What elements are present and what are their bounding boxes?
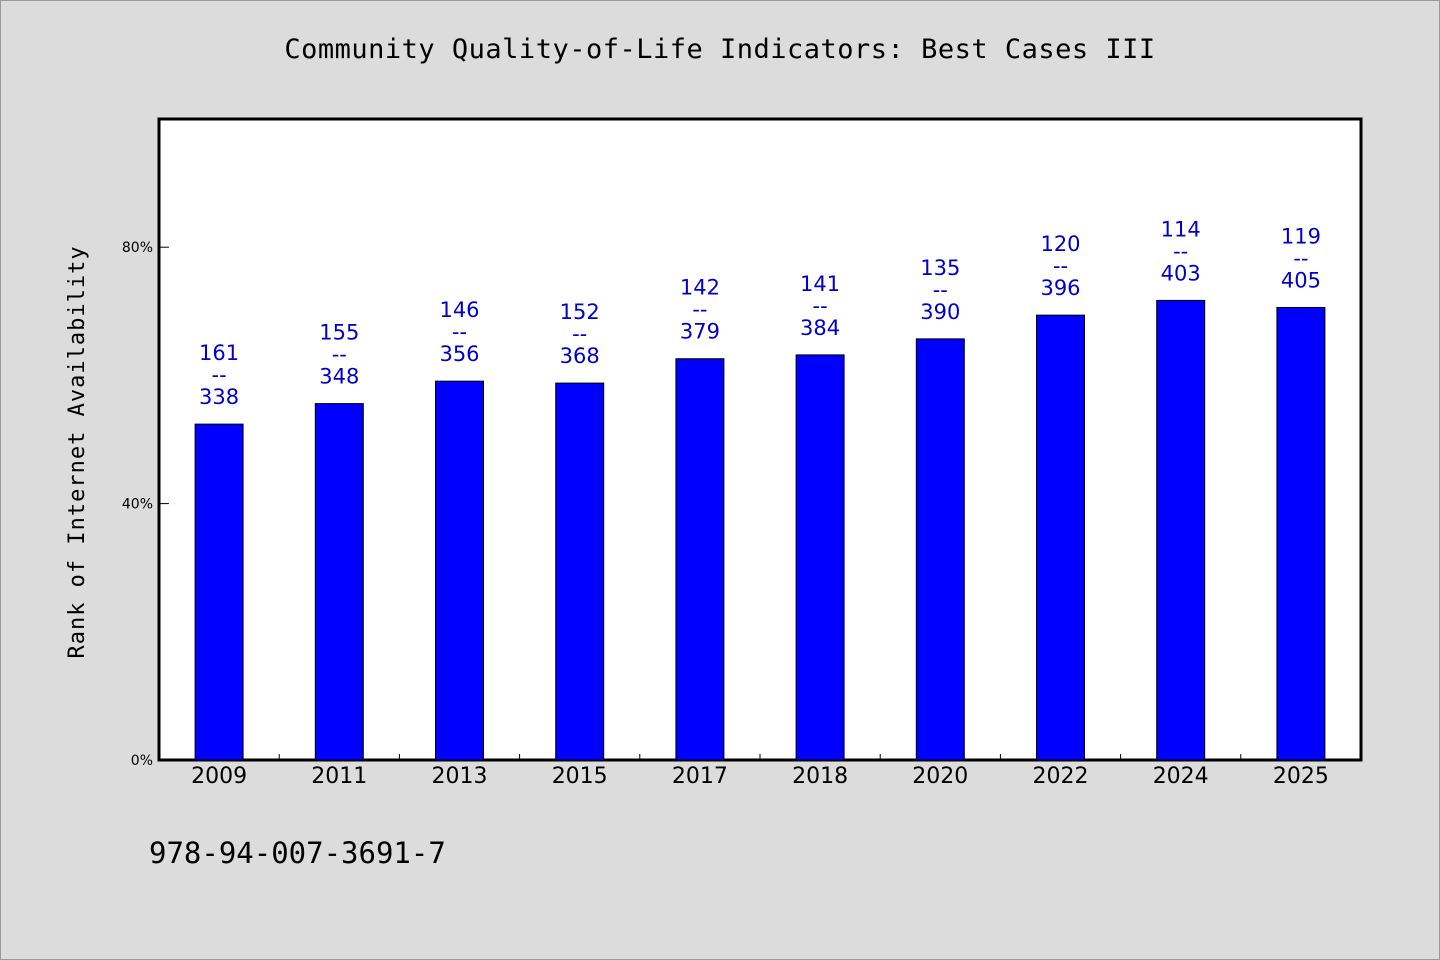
bar-label-2024-line-2: -- <box>1173 239 1188 263</box>
bar-2015 <box>555 382 605 761</box>
bar-label-2011-line-2: -- <box>332 343 347 367</box>
bar-label-2015-line-2: -- <box>572 322 587 346</box>
x-tick-label-2015: 2015 <box>552 764 608 789</box>
x-tick-label-2020: 2020 <box>912 764 968 789</box>
bar-label-2013-line-3: 356 <box>439 342 479 366</box>
bar-label-2024-line-3: 403 <box>1161 261 1201 285</box>
y-tick-label-80%: 80% <box>122 240 153 256</box>
bar-label-2017-line-3: 379 <box>680 320 720 344</box>
y-axis-label: Rank of Internet Availability <box>65 245 90 658</box>
x-tick-label-2018: 2018 <box>792 764 848 789</box>
bar-label-2011-line-1: 155 <box>319 321 359 345</box>
bar-2022 <box>1036 314 1085 761</box>
bar-label-2017-line-1: 142 <box>680 276 720 300</box>
footer-code: 978-94-007-3691-7 <box>149 836 446 870</box>
bar-label-2015-line-1: 152 <box>560 300 600 324</box>
x-tick-label-2022: 2022 <box>1033 764 1089 789</box>
bar-2018 <box>795 354 845 761</box>
bar-2009 <box>194 423 244 761</box>
ticks-layer: 2009 2011 2013 2015 2017 2018 2020 2022 2024 2025… <box>122 240 1329 789</box>
x-tick-label-2011: 2011 <box>311 764 367 789</box>
bars-layer <box>194 299 1326 761</box>
bar-2020 <box>915 338 965 761</box>
bar-label-2020-line-3: 390 <box>920 300 960 324</box>
bar-label-2025-line-1: 119 <box>1281 224 1321 248</box>
x-tick-label-2013: 2013 <box>432 764 488 789</box>
bar-label-2009-line-3: 338 <box>199 385 239 409</box>
bar-labels-layer: 161--338155--348146--356152--368142--379… <box>199 217 1321 409</box>
bar-2025 <box>1276 306 1326 761</box>
bar-label-2022-line-1: 120 <box>1040 232 1080 256</box>
bar-label-2009-line-2: -- <box>212 363 227 387</box>
bar-label-2015-line-3: 368 <box>560 344 600 368</box>
chart-title: Community Quality-of-Life Indicators: Be… <box>284 34 1156 65</box>
bar-label-2025-line-3: 405 <box>1281 268 1321 292</box>
bar-2011 <box>314 403 364 761</box>
bar-2024 <box>1156 299 1206 761</box>
bar-label-2020-line-1: 135 <box>920 256 960 280</box>
bar-label-2018-line-2: -- <box>813 294 828 318</box>
y-tick-label-40%: 40% <box>122 497 153 513</box>
bar-label-2018-line-1: 141 <box>800 272 840 296</box>
bar-label-2009-line-1: 161 <box>199 341 239 365</box>
bar-label-2024-line-1: 114 <box>1161 217 1201 241</box>
x-tick-label-2009: 2009 <box>191 764 247 789</box>
bar-2013 <box>435 380 484 761</box>
x-tick-label-2025: 2025 <box>1273 764 1329 789</box>
bar-label-2018-line-3: 384 <box>800 316 840 340</box>
x-tick-label-2024: 2024 <box>1153 764 1209 789</box>
y-tick-label-0%: 0% <box>131 753 153 769</box>
bar-label-2011-line-3: 348 <box>319 365 359 389</box>
bar-label-2017-line-2: -- <box>692 298 707 322</box>
bar-label-2022-line-3: 396 <box>1040 276 1080 300</box>
bar-label-2013-line-2: -- <box>452 320 467 344</box>
bar-2017 <box>675 358 725 761</box>
bar-label-2022-line-2: -- <box>1053 254 1068 278</box>
bar-label-2013-line-1: 146 <box>439 298 479 322</box>
bar-label-2020-line-2: -- <box>933 278 948 302</box>
bar-label-2025-line-2: -- <box>1293 246 1308 270</box>
x-tick-label-2017: 2017 <box>672 764 728 789</box>
